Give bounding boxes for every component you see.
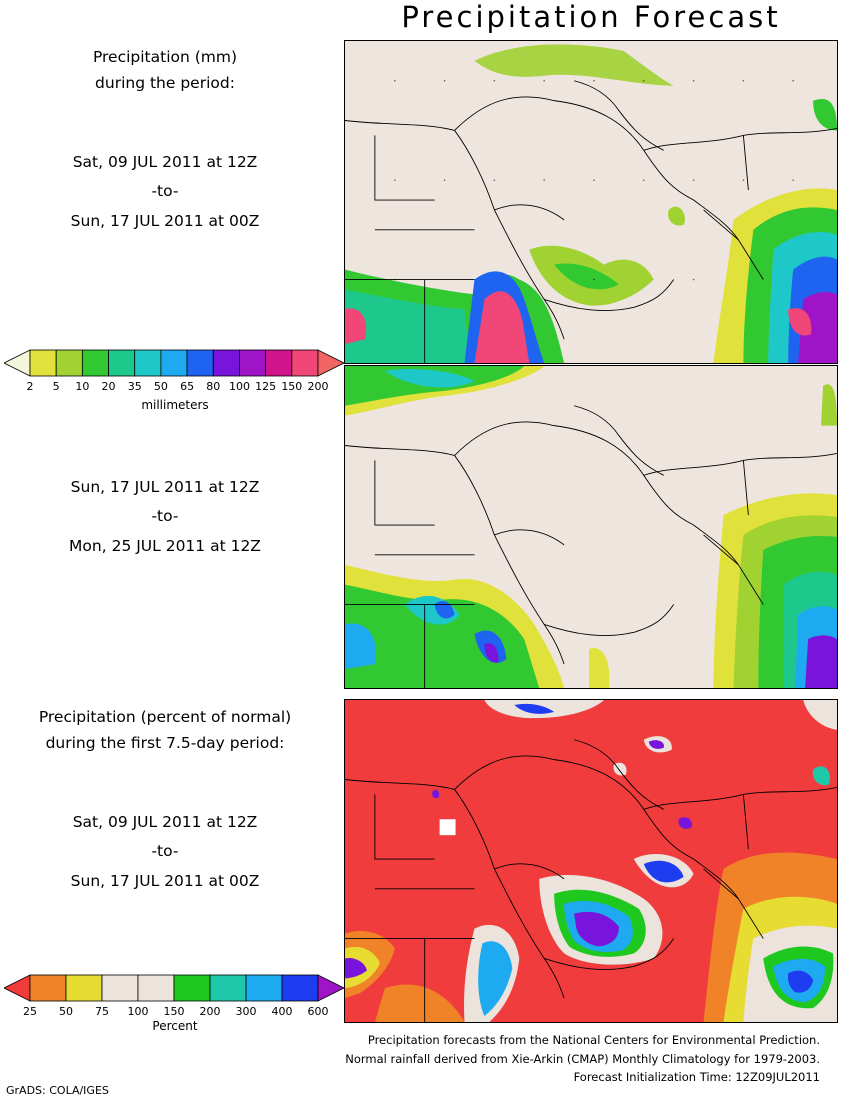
panel3-start-date: Sat, 09 JUL 2011 at 12Z <box>72 813 258 831</box>
panel1-start-date: Sat, 09 JUL 2011 at 12Z <box>72 153 258 171</box>
colorbar-percent-tick-label: 200 <box>199 1005 221 1018</box>
colorbar-percent-swatch-8 <box>281 974 319 1002</box>
colorbar-percent-swatch-2 <box>65 974 103 1002</box>
colorbar-percent-tick-label: 600 <box>307 1005 329 1018</box>
grads-credit: GrADS: COLA/IGES <box>6 1084 109 1097</box>
colorbar-percent-swatch-1 <box>29 974 67 1002</box>
colorbar-percent-swatch-0 <box>4 974 31 1002</box>
panel3-end-date: Sun, 17 JUL 2011 at 00Z <box>70 872 260 890</box>
colorbar-mm-tick-label: 5 <box>52 380 60 393</box>
colorbar-percent-tick-label: 150 <box>163 1005 185 1018</box>
colorbar-percent-tick-label: 400 <box>271 1005 293 1018</box>
map-panel-3 <box>344 699 838 1023</box>
colorbar-percent-tick-label: 25 <box>23 1005 37 1018</box>
map-panel-2 <box>344 365 838 689</box>
colorbar-mm-tick-label: 150 <box>281 380 303 393</box>
map3-svg <box>345 700 837 1022</box>
colorbar-mm-swatch-8 <box>212 349 240 377</box>
colorbar-percent-unit: Percent <box>152 1019 198 1033</box>
panel1-header-line1: Precipitation (mm) <box>92 48 238 66</box>
colorbar-mm-swatch-5 <box>134 349 162 377</box>
colorbar-mm-unit: millimeters <box>141 398 209 412</box>
map-panel-1 <box>344 40 838 364</box>
colorbar-mm-tick-label: 100 <box>228 380 250 393</box>
colorbar-mm-swatch-6 <box>160 349 188 377</box>
colorbar-percent-swatch-7 <box>245 974 283 1002</box>
colorbar-mm-tick-label: 20 <box>101 380 116 393</box>
colorbar-percent-swatch-3 <box>101 974 139 1002</box>
footer-line3: Forecast Initialization Time: 12Z09JUL20… <box>573 1070 820 1084</box>
panel2-end-date: Mon, 25 JUL 2011 at 12Z <box>69 537 261 555</box>
map2-svg <box>345 366 837 688</box>
panel3-header-line2: during the first 7.5-day period: <box>45 734 285 752</box>
colorbar-percent-swatch-9 <box>317 974 344 1002</box>
colorbar-mm-swatch-1 <box>29 349 57 377</box>
colorbar-mm-swatch-3 <box>81 349 109 377</box>
colorbar-mm-tick-label: 2 <box>26 380 34 393</box>
colorbar-mm-tick-label: 35 <box>127 380 142 393</box>
panel3-header-line1: Precipitation (percent of normal) <box>38 708 292 726</box>
colorbar-mm-swatch-7 <box>186 349 214 377</box>
chart-title: Precipitation Forecast <box>401 0 781 34</box>
map1-svg <box>345 41 837 363</box>
panel2-to: -to- <box>151 507 179 525</box>
colorbar-percent-swatch-4 <box>137 974 175 1002</box>
colorbar-mm-swatch-0 <box>4 349 31 377</box>
footer-line2: Normal rainfall derived from Xie-Arkin (… <box>345 1052 820 1066</box>
colorbar-mm-tick-label: 200 <box>307 380 329 393</box>
colorbar-percent-swatch-6 <box>209 974 247 1002</box>
colorbar-mm-tick-label: 65 <box>180 380 195 393</box>
panel1-end-date: Sun, 17 JUL 2011 at 00Z <box>70 212 260 230</box>
colorbar-percent <box>4 974 344 1002</box>
colorbar-mm <box>4 349 344 377</box>
colorbar-mm-tick-label: 10 <box>75 380 90 393</box>
footer-line1: Precipitation forecasts from the Nationa… <box>367 1033 820 1047</box>
colorbar-mm-swatch-2 <box>55 349 83 377</box>
colorbar-percent-tick-label: 100 <box>127 1005 149 1018</box>
panel1-header-line2: during the period: <box>95 74 235 92</box>
colorbar-mm-tick-label: 80 <box>206 380 221 393</box>
colorbar-mm-tick-label: 50 <box>153 380 168 393</box>
colorbar-mm-swatch-4 <box>108 349 136 377</box>
colorbar-mm-swatch-12 <box>317 349 344 377</box>
colorbar-percent-swatch-5 <box>173 974 211 1002</box>
colorbar-mm-tick-label: 125 <box>255 380 277 393</box>
colorbar-mm-swatch-9 <box>239 349 267 377</box>
panel3-to: -to- <box>151 842 179 860</box>
colorbar-percent-tick-label: 50 <box>59 1005 73 1018</box>
colorbar-percent-tick-label: 75 <box>95 1005 109 1018</box>
panel1-to: -to- <box>151 182 179 200</box>
colorbar-mm-swatch-10 <box>265 349 293 377</box>
panel2-start-date: Sun, 17 JUL 2011 at 12Z <box>70 478 260 496</box>
colorbar-percent-tick-label: 300 <box>235 1005 257 1018</box>
colorbar-mm-swatch-11 <box>291 349 319 377</box>
